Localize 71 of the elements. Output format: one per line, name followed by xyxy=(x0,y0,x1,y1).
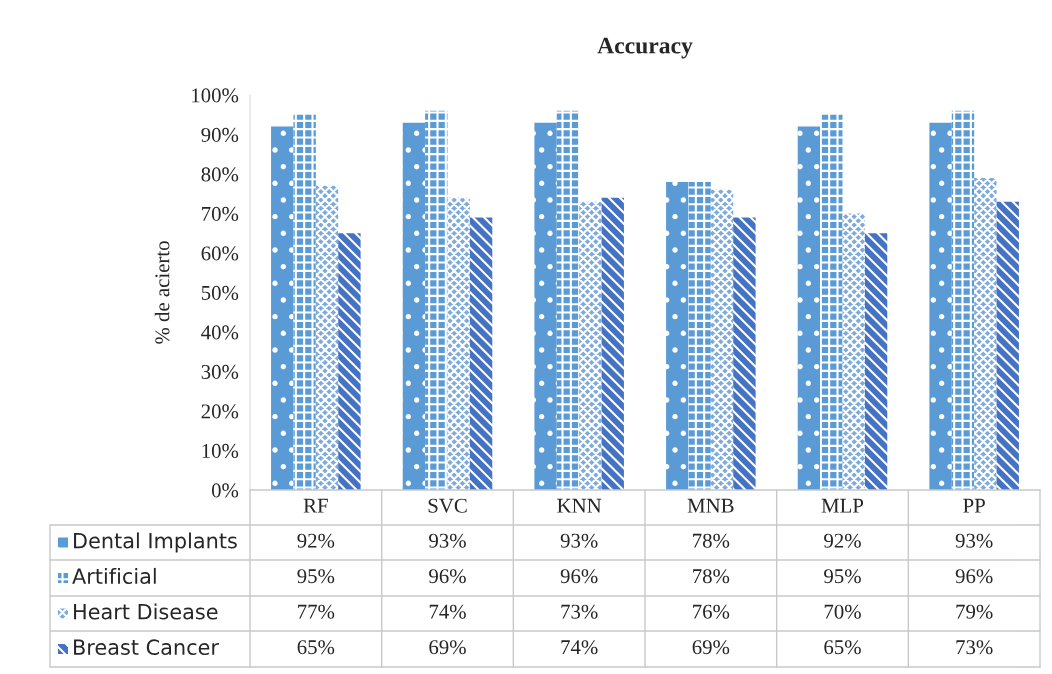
data-label: 78% xyxy=(693,533,730,548)
bar xyxy=(534,122,557,490)
data-label: 96% xyxy=(429,569,466,584)
bar xyxy=(338,233,361,490)
x-tick-label: SVC xyxy=(428,498,467,513)
bar xyxy=(556,110,580,490)
bar xyxy=(688,181,711,490)
bar xyxy=(402,122,426,490)
bar xyxy=(929,122,952,490)
data-label: 93% xyxy=(560,533,598,548)
data-label: 95% xyxy=(297,569,335,584)
data-label: 65% xyxy=(297,640,335,655)
data-label: 93% xyxy=(955,533,993,548)
data-label: 73% xyxy=(956,640,993,655)
y-tick-label: 80% xyxy=(201,167,239,182)
y-tick-label: 40% xyxy=(201,325,239,340)
legend-label: Artificial xyxy=(72,567,156,585)
legend-label: Heart Disease xyxy=(74,603,218,620)
y-axis-title: % de acierto xyxy=(154,241,170,344)
data-label: 76% xyxy=(693,604,730,619)
x-tick-label: RF xyxy=(303,498,328,513)
bar xyxy=(820,114,843,490)
bar xyxy=(666,181,689,490)
data-label: 69% xyxy=(429,640,466,655)
legend-label: Breast Cancer xyxy=(74,639,219,656)
y-tick-label: 10% xyxy=(202,443,239,458)
legend-label: Dental Implants xyxy=(74,532,237,553)
bar xyxy=(996,201,1019,490)
x-tick-label: MLP xyxy=(821,498,864,513)
bar xyxy=(579,201,602,490)
bar xyxy=(974,177,997,490)
bar xyxy=(293,114,316,490)
y-tick-label: 70% xyxy=(202,206,239,221)
bar xyxy=(710,189,734,490)
data-label: 92% xyxy=(824,533,861,548)
data-label: 74% xyxy=(561,640,598,655)
y-tick-label: 100% xyxy=(192,88,239,103)
data-label: 95% xyxy=(824,569,861,584)
data-label: 77% xyxy=(298,604,335,619)
data-label: 74% xyxy=(429,604,466,619)
y-tick-label: 50% xyxy=(201,285,239,300)
chart-title: Accuracy xyxy=(597,37,693,59)
data-label: 69% xyxy=(692,640,730,655)
data-label: 78% xyxy=(693,569,730,584)
bar xyxy=(469,217,493,490)
data-label: 96% xyxy=(955,569,993,584)
bar xyxy=(601,197,624,490)
bar xyxy=(271,126,294,490)
y-tick-label: 90% xyxy=(201,127,239,142)
bar xyxy=(733,217,756,490)
bar xyxy=(315,185,339,490)
bar xyxy=(864,233,888,490)
y-tick-label: 30% xyxy=(201,364,239,379)
data-label: 73% xyxy=(561,604,598,619)
bar xyxy=(447,197,470,490)
data-label: 70% xyxy=(824,604,861,619)
bar xyxy=(842,213,865,490)
x-tick-label: KNN xyxy=(557,498,602,513)
bar xyxy=(797,126,821,490)
data-label: 65% xyxy=(824,640,861,655)
y-tick-label: 60% xyxy=(201,246,239,261)
bar xyxy=(951,110,975,490)
x-tick-label: PP xyxy=(963,498,985,513)
data-label: 93% xyxy=(429,533,466,548)
x-tick-label: MNB xyxy=(687,498,734,513)
data-label: 79% xyxy=(956,604,993,619)
data-label: 92% xyxy=(297,533,335,548)
y-tick-label: 20% xyxy=(201,404,239,419)
data-label: 96% xyxy=(560,569,598,584)
bar xyxy=(425,110,448,490)
y-tick-label: 0% xyxy=(211,483,239,498)
